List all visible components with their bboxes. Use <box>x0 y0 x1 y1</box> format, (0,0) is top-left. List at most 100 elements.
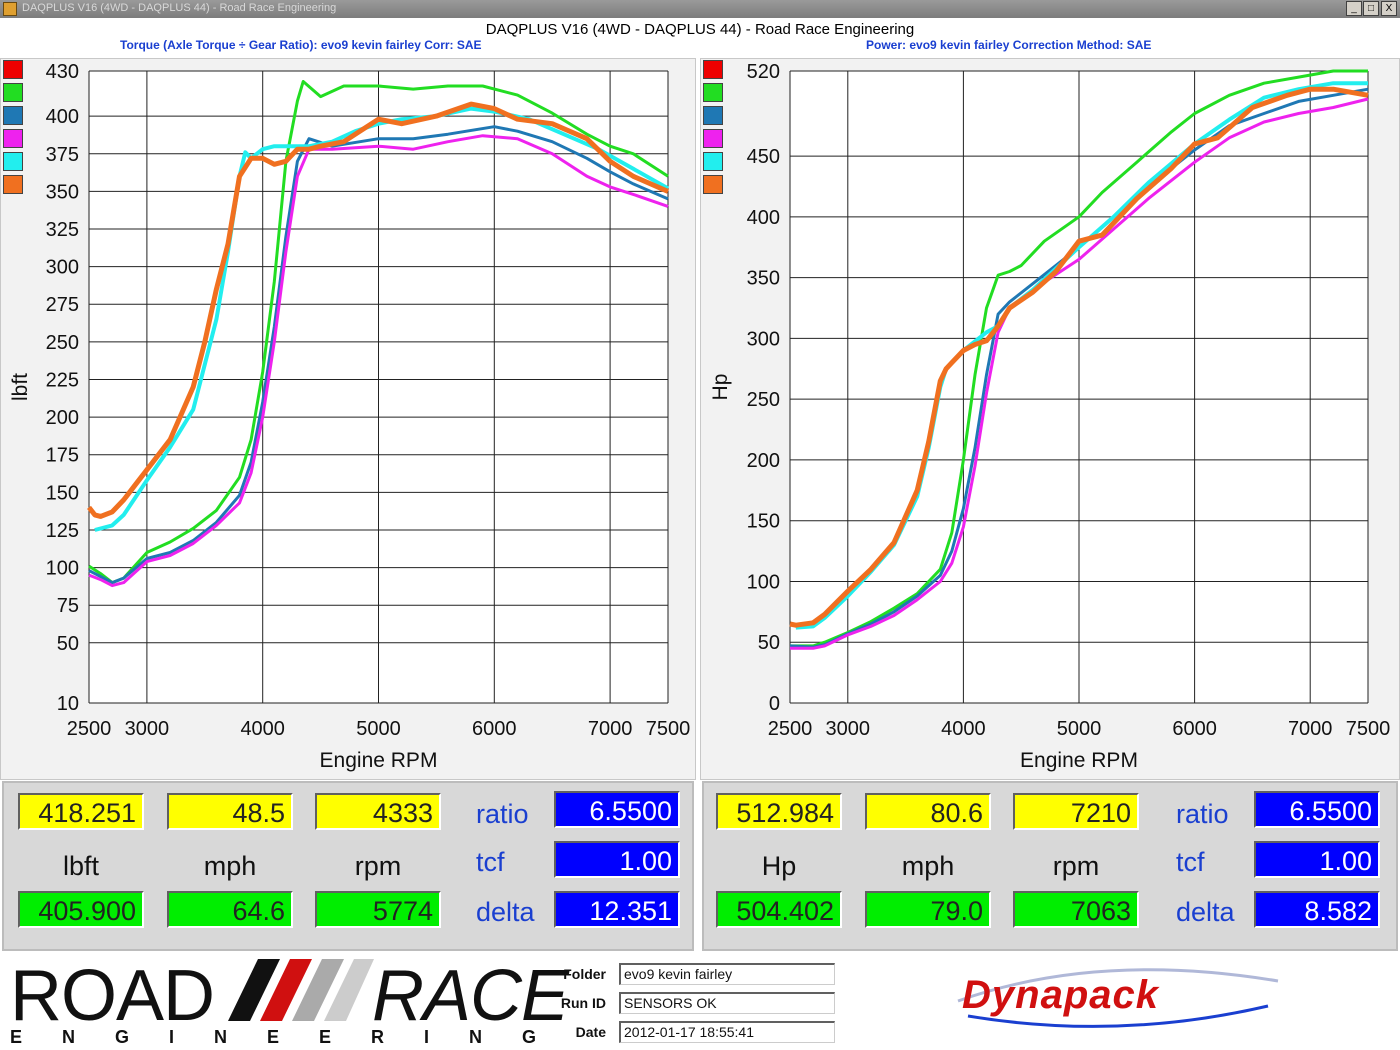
peak-rpm-value: 7063 <box>1013 891 1139 928</box>
y-tick-label: 450 <box>747 146 780 168</box>
cursor-torque-value: 418.251 <box>18 793 144 830</box>
rpm-unit-label: rpm <box>354 851 402 881</box>
series-color-swatch[interactable] <box>3 60 23 79</box>
series-line <box>88 80 669 585</box>
x-axis-title: Engine RPM <box>1020 749 1138 772</box>
x-tick-label: 5000 <box>1057 718 1102 740</box>
x-tick-label: 6000 <box>472 718 517 740</box>
app-icon <box>3 2 17 16</box>
torque-chart-panel: 10 50 75 100 125 150 175 200 225 250 275 300 325 350 3… <box>0 58 696 780</box>
folder-label: Folder <box>563 966 606 982</box>
delta-label: delta <box>476 897 535 927</box>
peak-torque-value: 405.900 <box>18 891 144 928</box>
footer: ROAD RACE ENGINEERING Folder evo9 kevin … <box>0 953 1400 1050</box>
tcf-label: tcf <box>1176 847 1205 877</box>
y-tick-label: 225 <box>46 369 79 391</box>
logo-road-text: ROAD <box>10 956 215 1036</box>
tcf-value: 1.00 <box>554 841 680 878</box>
y-tick-label: 400 <box>747 207 780 229</box>
date-label: Date <box>575 1024 606 1040</box>
x-tick-label: 2500 <box>768 718 813 740</box>
peak-power-value: 504.402 <box>716 891 842 928</box>
chart-header: DAQPLUS V16 (4WD - DAQPLUS 44) - Road Ra… <box>0 18 1400 58</box>
cursor-rpm-value: 4333 <box>315 793 441 830</box>
folder-field[interactable]: evo9 kevin fairley <box>619 963 835 985</box>
peak-rpm-value: 5774 <box>315 891 441 928</box>
series-color-swatch[interactable] <box>703 129 723 148</box>
dynapack-logo-text: Dynapack <box>962 973 1159 1017</box>
x-tick-label: 4000 <box>240 718 285 740</box>
y-tick-label: 50 <box>57 633 79 655</box>
y-tick-label: 0 <box>769 693 780 715</box>
main-title: DAQPLUS V16 (4WD - DAQPLUS 44) - Road Ra… <box>485 21 915 38</box>
window-title: DAQPLUS V16 (4WD - DAQPLUS 44) - Road Ra… <box>22 2 337 14</box>
y-tick-label: 175 <box>46 445 79 467</box>
rpm-unit-label: rpm <box>1052 851 1100 881</box>
y-tick-label: 250 <box>46 332 79 354</box>
y-axis-title: lbft <box>9 373 32 401</box>
y-tick-label: 250 <box>747 389 780 411</box>
series-color-swatch[interactable] <box>3 83 23 102</box>
y-tick-label: 325 <box>46 219 79 241</box>
delta-value: 12.351 <box>554 891 680 928</box>
speed-unit-label: mph <box>901 851 955 881</box>
dynapack-swoosh-icon <box>957 968 1279 1028</box>
x-tick-label: 2500 <box>67 718 112 740</box>
ratio-label: ratio <box>476 799 529 829</box>
ratio-value: 6.5500 <box>554 791 680 828</box>
series-color-swatch[interactable] <box>3 106 23 125</box>
y-tick-label: 75 <box>57 595 79 617</box>
y-tick-label: 200 <box>747 450 780 472</box>
series-line <box>789 86 1369 628</box>
peak-speed-value: 79.0 <box>865 891 991 928</box>
ratio-label: ratio <box>1176 799 1229 829</box>
cursor-speed-value: 48.5 <box>167 793 293 830</box>
y-tick-label: 125 <box>46 520 79 542</box>
x-axis-title: Engine RPM <box>320 749 438 772</box>
run-id-field[interactable]: SENSORS OK <box>619 992 835 1014</box>
power-chart[interactable]: 0 50 100 150 200 250 300 350 400 450 520 2500 3000 40… <box>701 59 1400 781</box>
series-color-swatch[interactable] <box>703 152 723 171</box>
minimize-button[interactable]: _ <box>1346 1 1362 16</box>
y-tick-label: 150 <box>46 482 79 504</box>
close-button[interactable]: X <box>1381 1 1397 16</box>
series-color-swatch[interactable] <box>3 152 23 171</box>
series-color-swatch[interactable] <box>3 175 23 194</box>
power-unit-label: Hp <box>761 851 797 881</box>
x-tick-label: 7500 <box>1346 718 1391 740</box>
y-axis-title: Hp <box>709 374 732 401</box>
logo-engineering-text: ENGINEERING <box>10 1027 577 1047</box>
y-tick-label: 300 <box>747 328 780 350</box>
torque-readout-panel: 418.251 48.5 4333 lbft mph rpm 405.900 6… <box>2 781 694 951</box>
x-tick-label: 3000 <box>125 718 170 740</box>
y-tick-label: 350 <box>747 268 780 290</box>
delta-label: delta <box>1176 897 1235 927</box>
series-line <box>790 97 1369 650</box>
maximize-button[interactable]: □ <box>1363 1 1379 16</box>
series-color-swatch[interactable] <box>703 106 723 125</box>
x-tick-label: 7000 <box>588 718 633 740</box>
tcf-value: 1.00 <box>1254 841 1380 878</box>
series-color-swatch[interactable] <box>703 83 723 102</box>
window-title-bar: DAQPLUS V16 (4WD - DAQPLUS 44) - Road Ra… <box>0 0 1400 18</box>
torque-unit-label: lbft <box>62 851 100 881</box>
ratio-value: 6.5500 <box>1254 791 1380 828</box>
series-line <box>87 101 669 519</box>
series-color-swatch[interactable] <box>703 60 723 79</box>
x-tick-label: 7000 <box>1288 718 1333 740</box>
tcf-label: tcf <box>476 847 505 877</box>
series-color-swatch[interactable] <box>703 175 723 194</box>
y-tick-label: 200 <box>46 407 79 429</box>
x-tick-label: 5000 <box>356 718 401 740</box>
cursor-speed-value: 80.6 <box>865 793 991 830</box>
run-id-label: Run ID <box>560 995 606 1011</box>
y-tick-label: 50 <box>758 632 780 654</box>
date-field[interactable]: 2012-01-17 18:55:41 <box>619 1021 835 1043</box>
power-subtitle: Power: evo9 kevin fairley Correction Met… <box>866 38 1152 52</box>
y-tick-label: 350 <box>46 181 79 203</box>
cursor-rpm-value: 7210 <box>1013 793 1139 830</box>
speed-unit-label: mph <box>203 851 257 881</box>
delta-value: 8.582 <box>1254 891 1380 928</box>
torque-chart[interactable]: 10 50 75 100 125 150 175 200 225 250 275 300 325 350 3… <box>1 59 697 781</box>
series-color-swatch[interactable] <box>3 129 23 148</box>
